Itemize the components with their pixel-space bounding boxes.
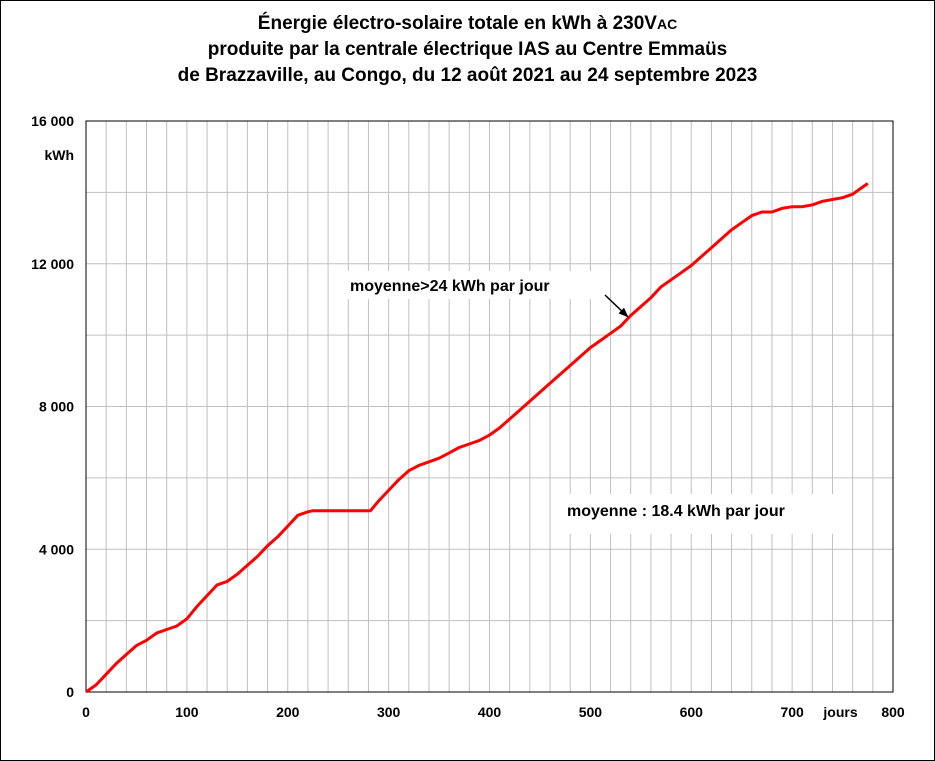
x-tick-label: 300 bbox=[377, 704, 401, 720]
chart-title: Énergie électro-solaire totale en kWh à … bbox=[0, 11, 935, 89]
annotation-1-background bbox=[340, 271, 596, 299]
x-tick-label: 200 bbox=[276, 704, 300, 720]
x-tick-label: 100 bbox=[175, 704, 199, 720]
y-axis-label: kWh bbox=[44, 147, 74, 163]
annotation-overall-average: moyenne : 18.4 kWh par jour bbox=[567, 503, 785, 520]
y-tick-label: 16 000 bbox=[31, 113, 74, 129]
annotation-high-average: moyenne>24 kWh par jour bbox=[350, 278, 550, 295]
annotation-arrow bbox=[604, 294, 629, 318]
title-line-1: Énergie électro-solaire totale en kWh à … bbox=[257, 13, 657, 34]
y-tick-label: 0 bbox=[66, 684, 74, 700]
y-tick-label: 8 000 bbox=[39, 399, 74, 415]
title-line-1-subscript: AC bbox=[656, 16, 678, 32]
plot-area-border bbox=[85, 120, 894, 693]
x-tick-label: 800 bbox=[881, 704, 905, 720]
x-tick-label: 0 bbox=[82, 704, 90, 720]
x-axis-label: jours bbox=[822, 704, 857, 720]
y-tick-label: 4 000 bbox=[39, 541, 74, 557]
y-tick-label: 12 000 bbox=[31, 256, 74, 272]
title-line-2: produite par la centrale électrique IAS … bbox=[207, 39, 728, 60]
x-tick-label: 600 bbox=[680, 704, 704, 720]
grid-layer bbox=[86, 121, 893, 692]
x-tick-label: 400 bbox=[478, 704, 502, 720]
tick-layer: 0 100 200 300 400 500 600 700 800 0 4 000 8 000 12 0… bbox=[31, 113, 905, 720]
x-tick-label: 700 bbox=[780, 704, 804, 720]
series-line bbox=[85, 182, 869, 694]
annotation-2-background bbox=[557, 494, 833, 534]
x-tick-label: 500 bbox=[579, 704, 603, 720]
title-line-3: de Brazzaville, au Congo, du 12 août 202… bbox=[177, 65, 758, 86]
